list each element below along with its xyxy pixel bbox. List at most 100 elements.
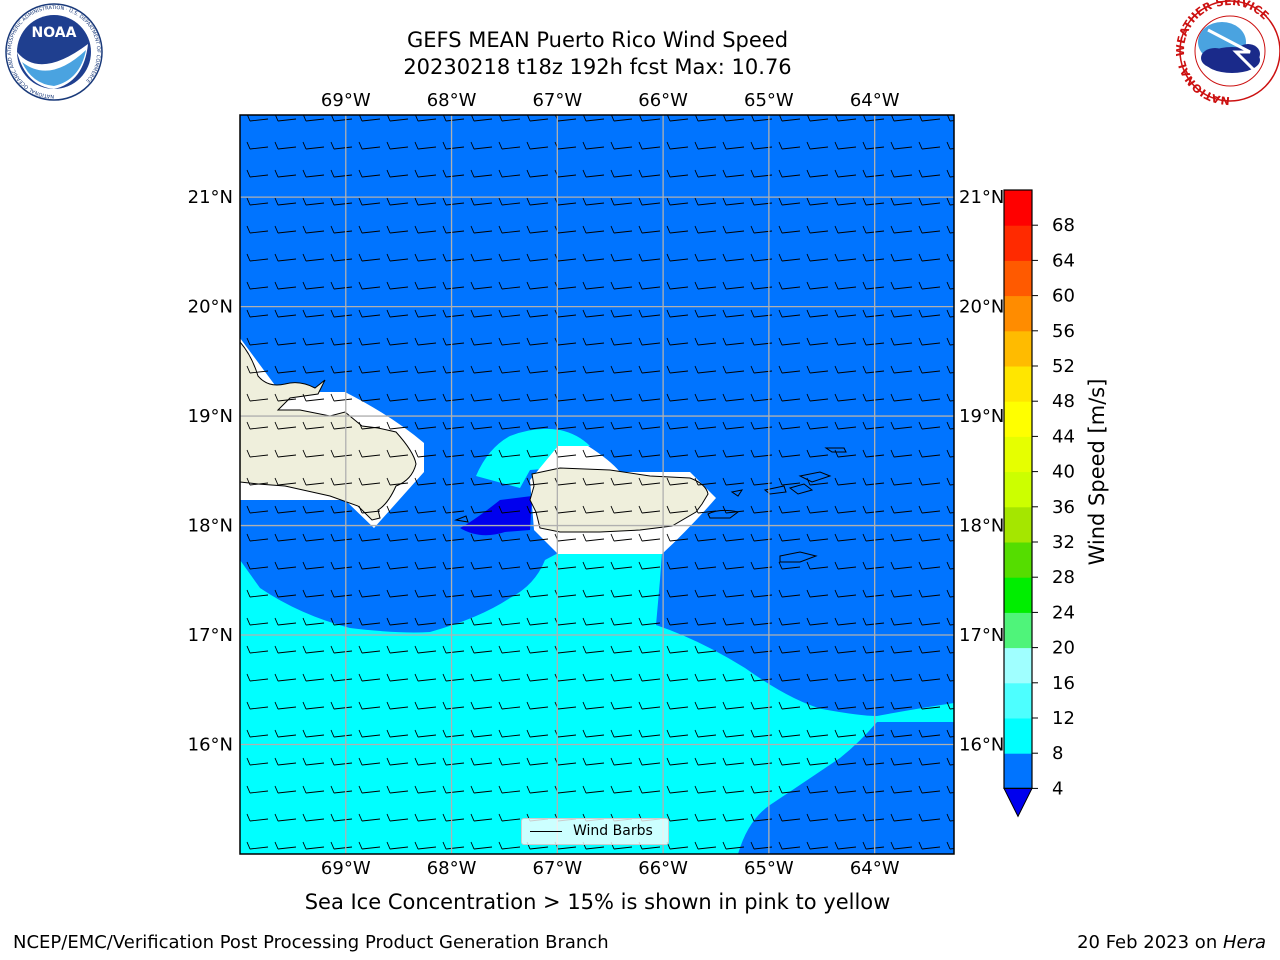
wind-barb [442,449,465,458]
wind-barb [470,365,493,374]
lon-label: 68°W [427,858,477,879]
wind-barb [526,393,549,402]
colorbar-swatch [1004,401,1032,437]
colorbar-label: Wind Speed [m/s] [1085,378,1109,566]
wind-barb [386,197,409,206]
wind-barb [806,673,829,682]
wind-barb [414,673,437,682]
lat-label: 20°N [959,297,1004,318]
wind-barb [246,197,269,206]
wind-barb [302,533,325,542]
wind-barb [470,225,493,234]
wind-barb [498,281,521,290]
wind-barb [722,701,745,710]
lat-labels-left: 21°N 20°N 19°N 18°N 17°N 16°N [188,187,233,755]
wind-barb [302,617,325,626]
wind-barb [442,673,465,682]
wind-barb [666,645,689,654]
wind-barb [526,673,549,682]
wind-barb [386,393,409,402]
wind-barb [526,225,549,234]
colorbar-swatch [1004,436,1032,473]
colorbar-swatch [1004,225,1032,261]
wind-barb [778,505,801,514]
wind-barb [806,589,829,598]
wind-barb [526,589,549,598]
island-mona [454,515,469,523]
lon-label: 69°W [321,858,371,879]
wind-barb [778,309,801,318]
wind-barb [358,701,381,710]
wind-barb [666,309,689,318]
wind-barb [386,449,409,458]
wind-barb [666,505,689,514]
wind-barb [778,533,801,542]
wind-barb [330,673,353,682]
wind-barb [722,813,745,822]
colorbar-tick-label: 20 [1052,638,1075,659]
wind-barb [890,589,913,598]
lat-label: 21°N [188,187,233,208]
wind-barb [778,757,801,766]
wind-barb [778,225,801,234]
wind-barb [442,729,465,738]
wind-barb [330,169,353,178]
wind-barb [302,645,325,654]
wind-barb [834,337,857,346]
wind-barb [470,197,493,206]
wind-barb [274,589,297,598]
wind-barb [638,449,661,458]
wind-barb [666,141,689,150]
wind-barb [694,701,717,710]
colorbar-tick-label: 36 [1052,497,1075,518]
wind-barb [890,477,913,486]
wind-barb [778,337,801,346]
wind-barb [470,253,493,262]
wind-barb [694,421,717,430]
wind-barb [890,393,913,402]
wind-barb [246,785,269,794]
wind-barb [722,281,745,290]
wind-barb-legend-swatch [530,831,562,832]
wind-barb [246,421,269,430]
wind-barb-legend-label: Wind Barbs [573,823,653,839]
lon-label: 65°W [744,90,794,111]
wind-barb [666,393,689,402]
wind-barb [806,421,829,430]
lat-labels-right: 21°N 20°N 19°N 18°N 17°N 16°N [959,187,1004,755]
wind-barb [386,533,409,542]
wind-barb [414,365,437,374]
wind-barb [694,449,717,458]
wind-barb [806,393,829,402]
wind-barb [498,785,521,794]
colorbar-swatch [1004,647,1032,684]
wind-barb [694,757,717,766]
wind-barb [806,365,829,374]
wind-barb [414,561,437,570]
wind-barb [498,673,521,682]
wind-barb [834,701,857,710]
wind-barb [246,729,269,738]
wind-barb [946,449,954,458]
wind-barb [526,561,549,570]
wind-barb [414,449,437,458]
wind-barb [246,449,269,458]
wind-barb [834,757,857,766]
wind-barb [442,281,465,290]
lat-label: 18°N [959,516,1004,537]
wind-barb [442,617,465,626]
wind-barb [890,757,913,766]
wind-barb [834,281,857,290]
wind-barb [582,393,605,402]
wind-barb [778,253,801,262]
wind-barb [778,449,801,458]
wind-barb [498,337,521,346]
wind-barb [526,309,549,318]
wind-barb [386,841,409,850]
wind-barb [498,253,521,262]
wind-barb [806,701,829,710]
wind-barb [470,281,493,290]
wind-barb [498,449,521,458]
wind-barb [610,589,633,598]
